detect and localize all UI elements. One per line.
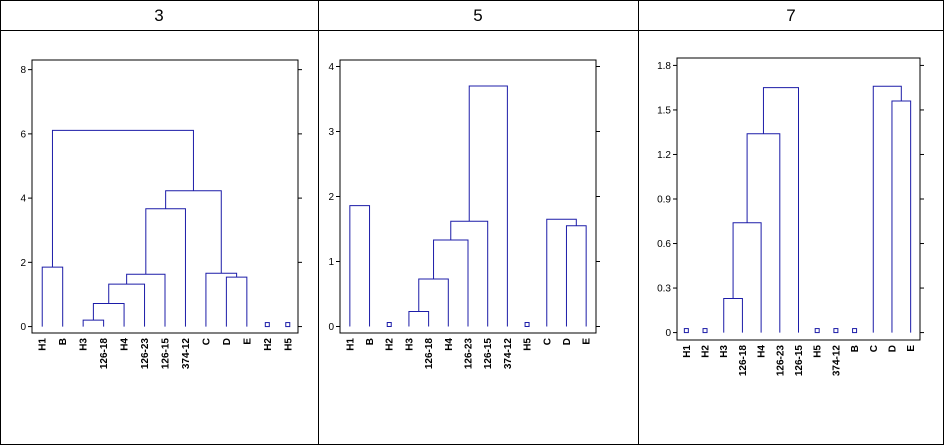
singleton-marker: [833, 328, 839, 334]
y-tick-label: 2: [20, 258, 26, 269]
y-tick-label: 4: [20, 194, 26, 205]
y-tick-label: 2: [328, 192, 334, 203]
singleton-marker: [285, 322, 291, 328]
dendrogram-link: [145, 208, 186, 327]
x-tick-label: 126-18: [738, 345, 749, 377]
x-tick-label: E: [242, 338, 253, 345]
singleton-marker: [264, 322, 270, 328]
x-tick-label: 126-23: [140, 338, 151, 370]
dendrogram-link: [433, 239, 469, 327]
x-tick-label: 126-18: [424, 338, 435, 370]
dendrogram-link: [165, 190, 222, 274]
dendrogram-link: [565, 225, 587, 327]
x-tick-label: H5: [283, 338, 294, 351]
x-tick-label: H3: [719, 345, 730, 358]
y-tick-label: 0: [328, 322, 334, 333]
x-tick-label: 374-12: [503, 338, 514, 370]
x-tick-label: 374-12: [181, 338, 192, 370]
y-tick-label: 4: [328, 62, 334, 73]
singleton-marker: [683, 328, 689, 334]
y-tick-label: 0.6: [657, 239, 671, 250]
y-tick-label: 3: [328, 127, 334, 138]
x-tick-label: H2: [701, 345, 712, 358]
dendrogram-link: [468, 85, 508, 327]
x-tick-label: 126-15: [483, 338, 494, 370]
x-tick-label: H5: [523, 338, 534, 351]
x-tick-label: H3: [404, 338, 415, 351]
dendrogram-link: [872, 85, 902, 333]
dendrogram-link: [126, 273, 166, 327]
x-tick-label: 126-18: [99, 338, 110, 370]
x-tick-label: B: [58, 338, 69, 345]
dendrogram-link: [450, 220, 489, 327]
dendrogram-link: [418, 278, 449, 327]
x-tick-label: H1: [38, 338, 49, 351]
singleton-marker: [386, 322, 392, 327]
x-tick-label: H2: [263, 338, 274, 351]
x-tick-label: H2: [385, 338, 396, 351]
dendrogram-link: [82, 319, 105, 327]
y-tick-label: 1.2: [657, 150, 671, 161]
dendrogram-link: [546, 218, 577, 327]
dendrogram-link: [732, 222, 762, 333]
x-tick-label: H4: [757, 345, 768, 358]
x-tick-label: 126-15: [161, 338, 172, 370]
dendrogram-link: [762, 87, 799, 333]
y-tick-label: 0.9: [657, 195, 671, 206]
x-tick-label: 126-15: [794, 345, 805, 377]
singleton-marker: [814, 328, 820, 334]
y-tick-label: 1: [328, 257, 334, 268]
y-tick-label: 0.3: [657, 284, 671, 295]
dendrogram-link: [108, 283, 146, 327]
x-tick-label: D: [887, 345, 898, 352]
column-header: 7: [786, 6, 795, 25]
x-tick-label: E: [582, 338, 593, 345]
y-tick-label: 0: [665, 328, 671, 339]
x-tick-label: E: [906, 345, 917, 352]
dendrogram-link: [408, 311, 430, 327]
x-tick-label: C: [869, 345, 880, 352]
x-tick-label: D: [222, 338, 233, 345]
x-tick-label: H4: [444, 338, 455, 351]
y-tick-label: 1.5: [657, 105, 671, 116]
dendrogram-link: [51, 129, 194, 268]
dendrogram-link: [41, 266, 64, 327]
x-tick-label: H5: [813, 345, 824, 358]
x-tick-label: B: [850, 345, 861, 352]
dendrogram-link: [205, 272, 238, 327]
x-tick-label: H1: [345, 338, 356, 351]
x-tick-label: 126-23: [775, 345, 786, 377]
x-tick-label: 126-23: [464, 338, 475, 370]
dendrogram-link: [746, 133, 781, 333]
column-header: 3: [154, 6, 163, 25]
y-tick-label: 8: [20, 65, 26, 76]
singleton-marker: [524, 322, 530, 327]
x-tick-label: C: [542, 338, 553, 345]
x-tick-label: C: [201, 338, 212, 345]
dendrogram-link: [349, 205, 371, 327]
x-tick-label: B: [365, 338, 376, 345]
dendrogram-link: [92, 302, 125, 327]
x-tick-label: H4: [120, 338, 131, 351]
singleton-marker: [702, 328, 708, 334]
x-tick-label: D: [562, 338, 573, 345]
plot-frame: [31, 59, 299, 334]
dendrogram-link: [723, 297, 743, 333]
y-tick-label: 0: [20, 322, 26, 333]
y-tick-label: 6: [20, 129, 26, 140]
dendrogram-link: [225, 276, 248, 327]
singleton-marker: [852, 328, 858, 334]
x-tick-label: 374-12: [831, 345, 842, 377]
column-header: 5: [473, 6, 482, 25]
y-tick-label: 1.8: [657, 61, 671, 72]
dendrogram-link: [891, 100, 912, 333]
x-tick-label: H1: [682, 345, 693, 358]
x-tick-label: H3: [79, 338, 90, 351]
